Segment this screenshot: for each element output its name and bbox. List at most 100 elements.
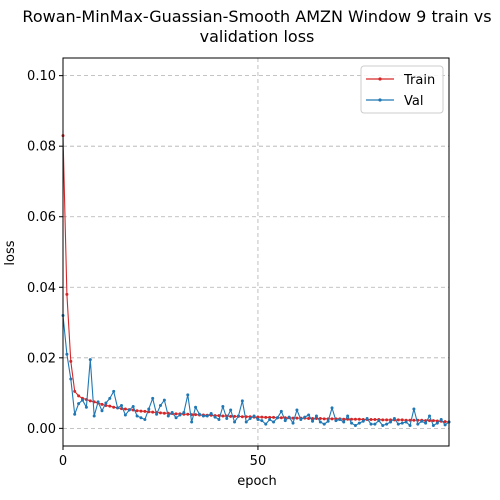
data-point-train [240,415,244,419]
data-point-val [428,414,432,418]
data-point-val [73,412,77,416]
data-point-val [155,412,159,416]
data-point-val [135,414,139,418]
data-point-val [424,421,428,425]
data-point-val [435,421,439,425]
data-point-val [443,423,447,427]
data-point-train [330,417,334,421]
grid [62,58,449,446]
data-point-val [186,393,190,397]
data-point-val [166,414,170,418]
data-point-val [69,377,73,381]
data-point-val [287,415,291,419]
data-point-train [385,418,389,422]
data-point-val [322,422,326,426]
data-point-train [412,418,416,422]
data-point-train [65,292,69,296]
data-point-val [326,419,330,423]
data-point-val [268,418,272,422]
data-point-val [170,410,174,414]
series-line-val [62,315,450,427]
data-point-train [229,414,233,418]
data-point-val [240,399,244,403]
data-point-val [123,413,127,417]
data-point-val [151,396,155,400]
data-point-val [80,398,84,402]
data-point-val [275,416,279,420]
data-point-val [385,422,389,426]
legend-box [360,65,444,114]
data-point-val [233,420,237,424]
x-tick-label: 0 [59,454,67,469]
data-point-val [92,414,96,418]
data-point-val [377,419,381,423]
series-train [61,134,451,424]
data-point-train [322,417,326,421]
data-point-val [256,418,260,422]
data-point-val [248,416,252,420]
data-point-val [158,403,162,407]
legend-item-train: Train [366,73,435,88]
legend-marker-val [378,98,382,102]
data-point-train [307,416,311,420]
chart-title: Rowan-MinMax-Guassian-Smooth AMZN Window… [22,7,491,46]
data-point-val [314,414,318,418]
plot-area-frame [62,57,450,447]
y-tick-label: 0.08 [27,140,56,155]
data-point-val [143,418,147,422]
data-point-val [283,419,287,423]
data-point-train [279,416,283,420]
data-point-train [233,414,237,418]
data-point-val [201,414,205,418]
data-point-val [197,412,201,416]
data-point-val [174,416,178,420]
data-point-val [330,406,334,410]
data-point-val [346,414,350,418]
data-point-val [357,421,361,425]
data-point-train [151,410,155,414]
data-point-train [186,412,190,416]
data-point-val [213,415,217,419]
data-point-val [139,416,143,420]
legend-label-val: Val [404,94,423,109]
data-point-val [131,404,135,408]
y-tick-label: 0.00 [27,422,56,437]
data-point-val [147,407,151,411]
data-point-train [221,414,225,418]
data-point-val [119,403,123,407]
data-point-train [69,359,73,363]
data-point-val [295,408,299,412]
data-point-val [104,401,108,405]
data-point-val [178,413,182,417]
data-point-val [404,420,408,424]
data-point-train [108,404,112,408]
data-point-train [443,420,447,424]
data-point-val [291,421,295,425]
data-point-val [408,424,412,428]
data-point-val [190,420,194,424]
data-point-val [217,418,221,422]
data-point-val [225,416,229,420]
data-point-val [272,420,276,424]
data-point-val [369,422,373,426]
data-point-val [311,419,315,423]
legend: Train Val [360,65,444,114]
data-point-val [307,413,311,417]
data-point-val [209,412,213,416]
data-point-val [439,418,443,422]
data-point-val [229,408,233,412]
data-point-train [272,415,276,419]
data-point-train [194,413,198,417]
data-point-val [127,408,131,412]
data-point-train [143,409,147,413]
data-point-val [260,419,264,423]
y-tick-label: 0.06 [27,210,56,225]
legend-item-val: Val [366,94,423,109]
data-point-train [174,412,178,416]
data-point-val [194,405,198,409]
data-point-val [116,406,120,410]
data-point-train [428,419,432,423]
data-point-train [139,409,143,413]
data-point-train [353,417,357,421]
